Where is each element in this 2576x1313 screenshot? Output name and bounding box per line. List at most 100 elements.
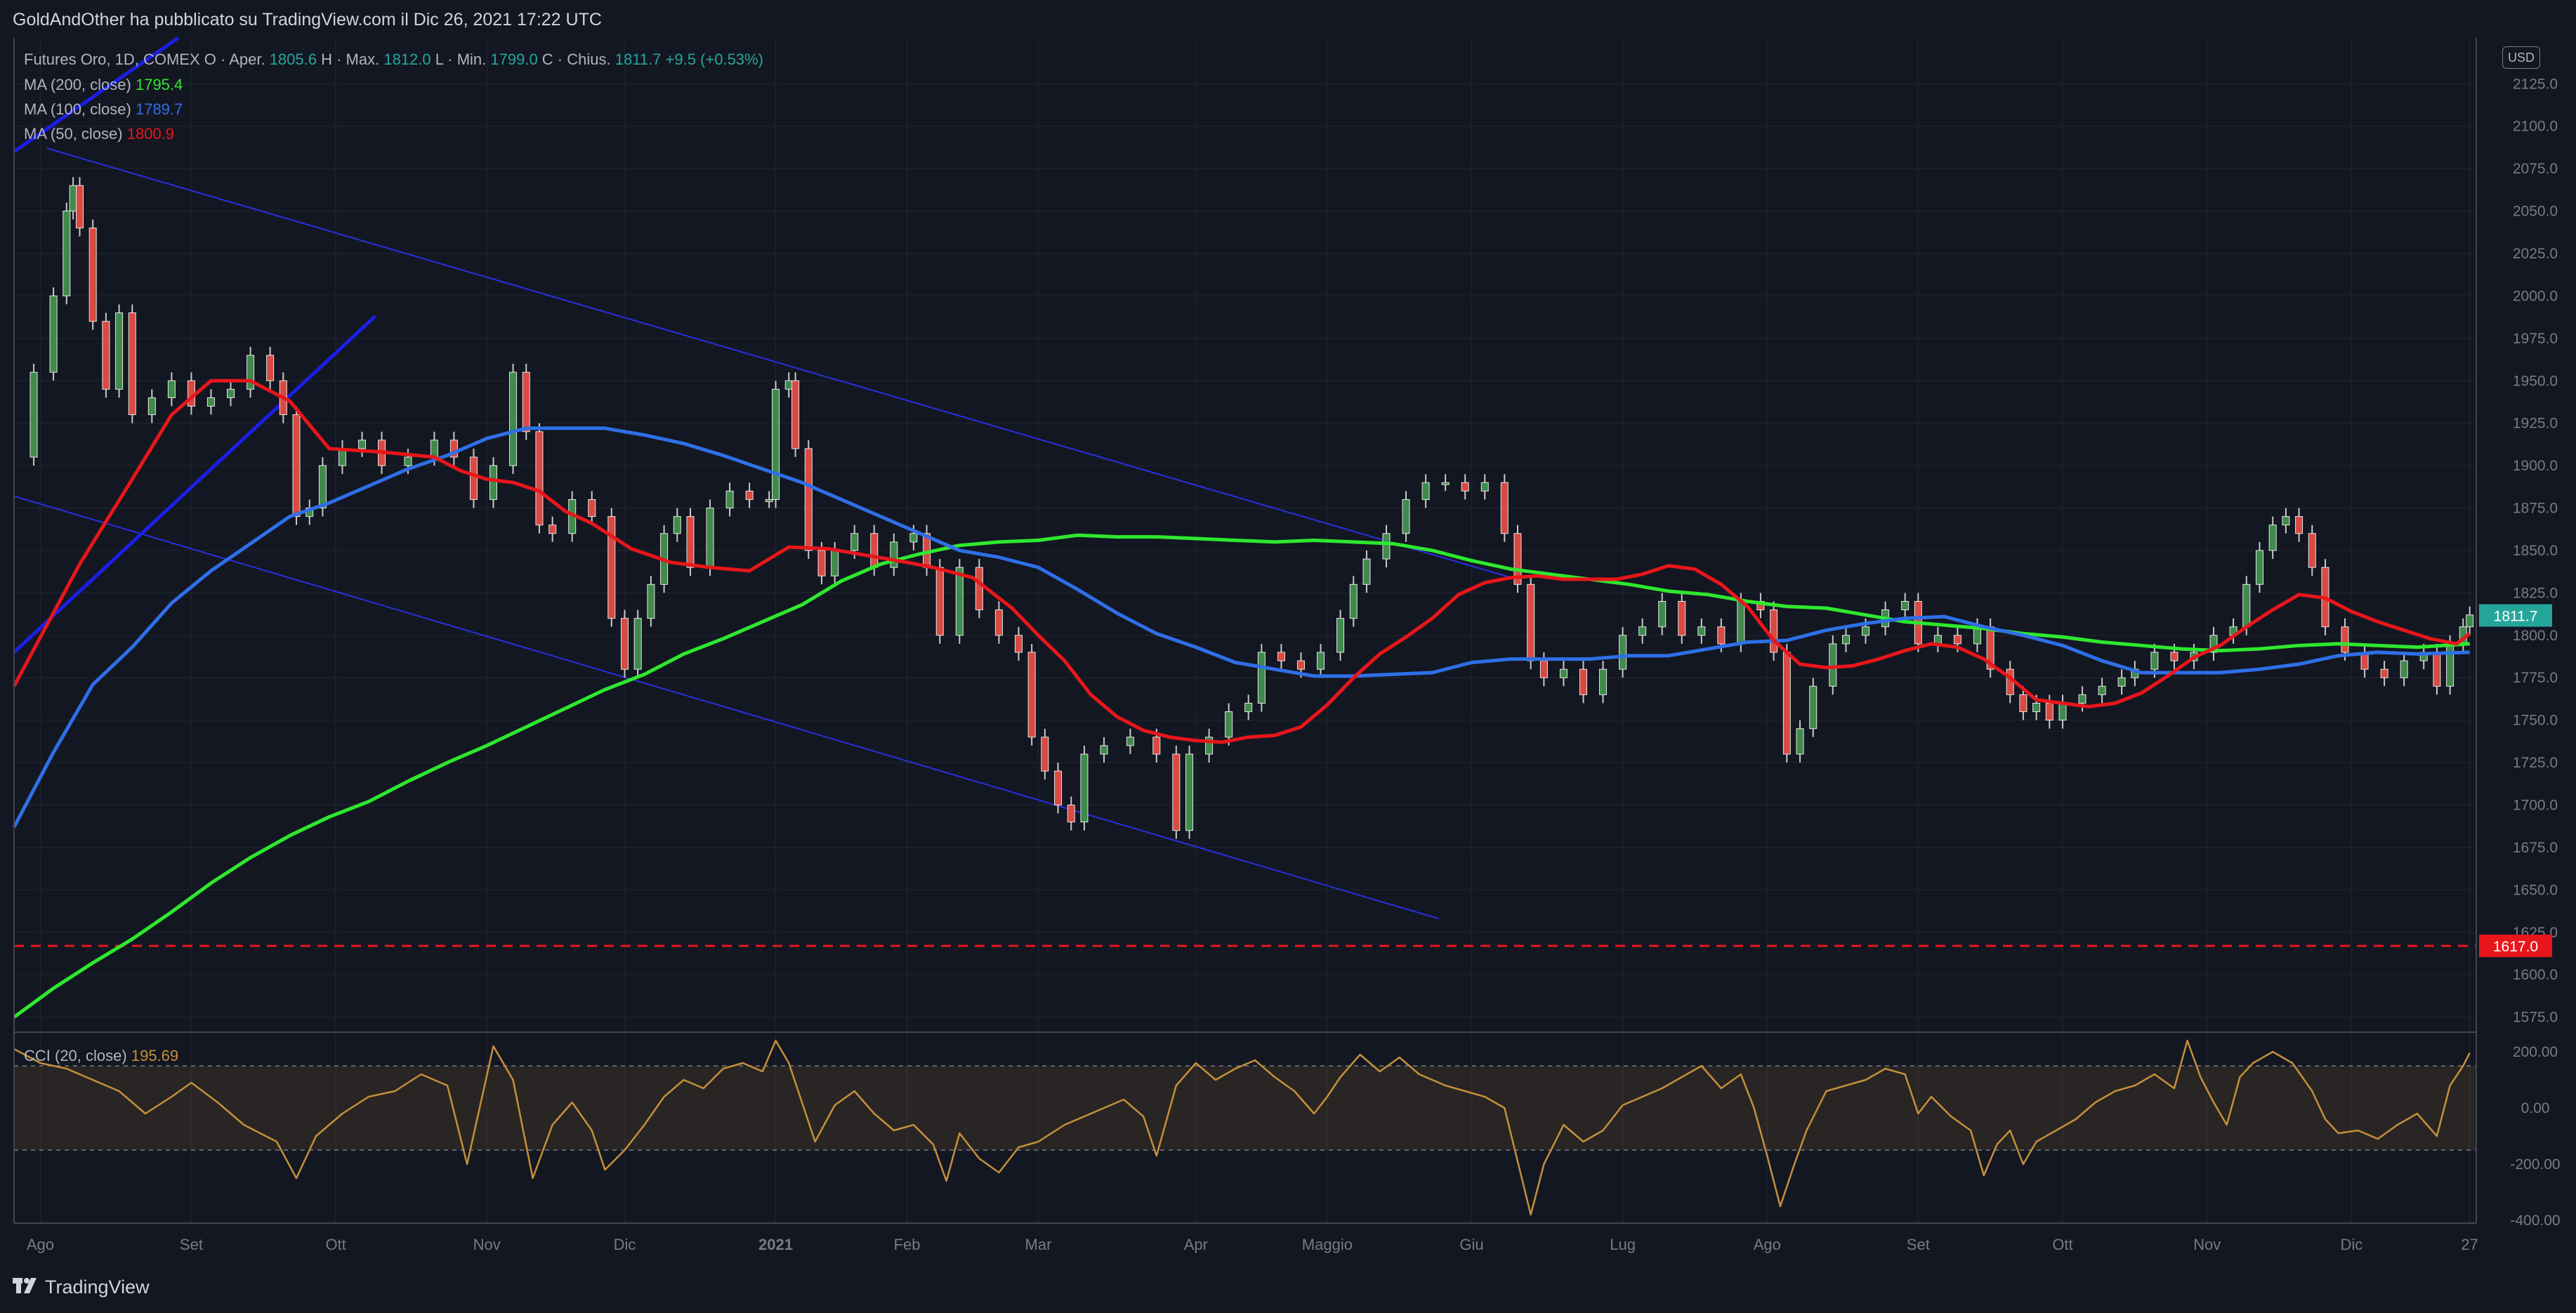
x-tick-label: Feb [894, 1236, 921, 1253]
candle-body [1349, 583, 1358, 619]
y-tick-label: 1700.0 [2513, 798, 2558, 814]
y-tick-label: 2000.0 [2513, 288, 2558, 304]
candle-body [1678, 600, 1686, 636]
candle-body [1185, 753, 1194, 831]
candle-body [1152, 737, 1161, 755]
candle-body [430, 440, 438, 458]
candle-body [2446, 643, 2455, 687]
y-tick-label: 2100.0 [2513, 119, 2558, 135]
candle-body [1619, 635, 1627, 670]
change-value: +9.5 (+0.53%) [665, 51, 763, 68]
y-tick-label: 2125.0 [2513, 76, 2558, 92]
trendline-2 [13, 36, 180, 154]
x-tick-label: Nov [473, 1236, 501, 1253]
footer: TradingView [0, 1260, 2576, 1313]
candle-body [2400, 660, 2408, 678]
y-tick-label: 1750.0 [2513, 713, 2558, 729]
candle-body [88, 227, 97, 322]
x-tick-label: 27 [2461, 1236, 2478, 1253]
candle-body [1841, 635, 1850, 645]
candle-body [1441, 482, 1450, 485]
candle-body [706, 508, 714, 568]
x-tick-label: Ott [2052, 1236, 2072, 1253]
candle-body [2098, 685, 2106, 695]
ma50-line [12, 378, 2471, 744]
candle-body [686, 516, 695, 568]
candle-body [909, 533, 918, 543]
candle-body [2170, 652, 2179, 661]
candle-body [227, 388, 235, 398]
candle-body [607, 516, 616, 619]
y-tick-label: 1850.0 [2513, 543, 2558, 559]
ma200-label: MA (200, close) [24, 76, 131, 93]
chart-area[interactable]: 2125.0 2100.0 2075.0 2050.0 2025.0 2000.0 1975… [0, 0, 2576, 1260]
y-tick-label: 2075.0 [2513, 161, 2558, 177]
candle-body [469, 456, 478, 500]
y-tick-label: 1575.0 [2513, 1010, 2558, 1026]
cci-line [13, 1039, 2471, 1216]
x-tick-label: Apr [1184, 1236, 1208, 1253]
x-tick-label: 2021 [758, 1236, 793, 1253]
published-text: GoldAndOther ha pubblicato su TradingVie… [13, 10, 602, 29]
tradingview-logo-icon [13, 1278, 37, 1293]
candle-body [1362, 558, 1371, 585]
candle-body [994, 609, 1003, 636]
candle-body [1205, 737, 1214, 755]
ohlc-label-h: H · Max. [316, 51, 384, 68]
y-tick-label: 1925.0 [2513, 416, 2558, 432]
ohlc-values: O · Aper. 1805.6 H · Max. 1812.0 L · Min… [204, 51, 662, 68]
x-tick-label: Mar [1025, 1236, 1052, 1253]
candle-body [1225, 711, 1233, 738]
candle-body [1638, 626, 1647, 636]
ma200-value: 1795.4 [135, 76, 183, 93]
candle-body [2433, 652, 2441, 687]
candle-body [1737, 600, 1745, 645]
candle-body [318, 465, 327, 509]
ma100-label: MA (100, close) [24, 100, 131, 118]
candle-body [1421, 482, 1430, 500]
candle-body [2341, 626, 2349, 653]
candle-body [817, 550, 826, 576]
candle-body [1933, 635, 1942, 645]
candle-body [2045, 703, 2053, 721]
candle-body [1717, 626, 1726, 645]
candle-body [1782, 652, 1791, 755]
x-tick-label: Dic [2340, 1236, 2363, 1253]
candle-body [1527, 583, 1535, 661]
candle-body [975, 567, 983, 611]
candle-body [633, 618, 642, 670]
candle-body [870, 533, 879, 568]
y-tick-label: 1975.0 [2513, 331, 2558, 347]
ohlc-value-c: 1811.7 [615, 51, 662, 68]
x-tick-label: Dic [614, 1236, 636, 1253]
candle-body [404, 456, 412, 466]
brand-name: TradingView [45, 1276, 150, 1298]
cci-value: 195.69 [131, 1047, 179, 1064]
candle-body [1461, 482, 1469, 491]
channel-lower-line [13, 495, 1440, 920]
currency-button[interactable]: USD [2502, 46, 2540, 69]
candle-body [1901, 600, 1910, 611]
candle-body [955, 567, 964, 636]
cci-y-tick-label: -200.00 [2510, 1156, 2560, 1173]
candle-body [2117, 677, 2126, 687]
ma50-value: 1800.9 [126, 125, 175, 143]
candle-body [673, 516, 681, 534]
candle-body [1658, 600, 1667, 628]
candle-body [1054, 770, 1063, 806]
legend-ma200: MA (200, close) 1795.4 [24, 76, 183, 94]
cci-y-tick-label: -400.00 [2510, 1213, 2560, 1229]
x-tick-label: Set [180, 1236, 203, 1253]
candle-body [1244, 703, 1253, 713]
candle-body [247, 355, 255, 390]
candle-body [2150, 652, 2159, 670]
candle-body [791, 380, 800, 449]
candle-body [890, 541, 898, 568]
x-tick-label: Lug [1610, 1236, 1636, 1253]
candle-body [1953, 635, 1961, 645]
ohlc-value-o: 1805.6 [269, 51, 317, 68]
candle-body [49, 295, 58, 373]
candle-body [1402, 499, 1410, 534]
x-tick-label: Set [1907, 1236, 1930, 1253]
candle-body [1080, 753, 1089, 823]
